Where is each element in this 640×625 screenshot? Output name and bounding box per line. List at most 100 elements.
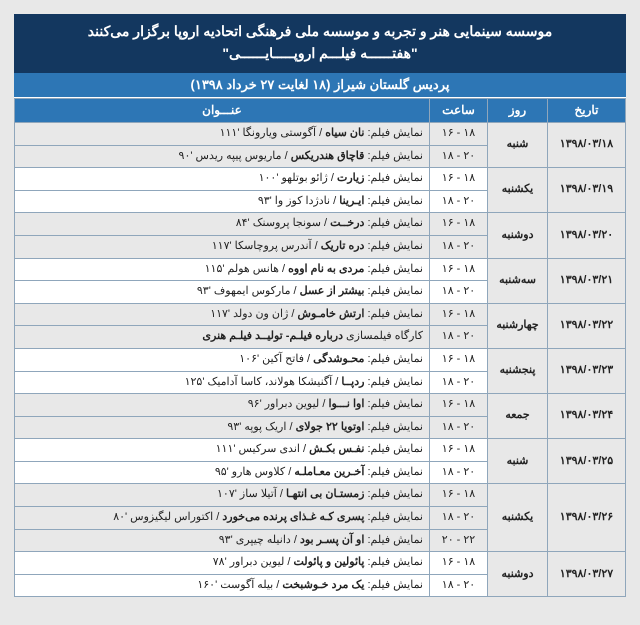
table-row: ۱۳۹۸/۰۳/۲۲چهارشنبه۱۶ - ۱۸نمایش فیلم: ارت… (15, 303, 626, 326)
cell-title: نمایش فیلم: نان سیاه / آگوستی ویارونگا '… (15, 122, 430, 145)
title-tail: / لیوین دبراور '۷۸ (213, 556, 294, 568)
title-film: یک مرد خـوشبخت (282, 579, 364, 591)
cell-day: سه‌شنبه (488, 258, 548, 303)
cell-time: ۱۸ - ۲۰ (430, 190, 488, 213)
title-tail: / کلاوس هارو '۹۵ (215, 466, 295, 478)
title-lead: نمایش فیلم: (364, 263, 423, 275)
title-lead: نمایش فیلم: (364, 240, 423, 252)
title-film: آخـرین معـاملـه (294, 466, 364, 478)
cell-title: نمایش فیلم: نفـس بکـش / اندی سرکیس '۱۱۱ (15, 439, 430, 462)
title-tail: / هانس هولم '۱۱۵ (205, 263, 289, 275)
cell-title: نمایش فیلم: ارتش خامـوش / ژان ون دولد '۱… (15, 303, 430, 326)
cell-time: ۱۶ - ۱۸ (430, 394, 488, 417)
cell-time: ۱۶ - ۱۸ (430, 552, 488, 575)
title-tail: / ژان ون دولد '۱۱۷ (210, 308, 297, 320)
cell-title: نمایش فیلم: ردپــا / آگنیشکا هولاند، کاس… (15, 371, 430, 394)
title-tail: / آگوستی ویارونگا '۱۱۱ (220, 127, 326, 139)
cell-time: ۱۶ - ۱۸ (430, 122, 488, 145)
cell-time: ۱۶ - ۱۸ (430, 213, 488, 236)
cell-title: نمایش فیلم: آخـرین معـاملـه / کلاوس هارو… (15, 461, 430, 484)
cell-date: ۱۳۹۸/۰۳/۲۱ (548, 258, 626, 303)
cell-date: ۱۳۹۸/۰۳/۱۸ (548, 122, 626, 167)
table-row: ۱۳۹۸/۰۳/۲۵شنبه۱۶ - ۱۸نمایش فیلم: نفـس بک… (15, 439, 626, 462)
title-tail: / فاتح آکین '۱۰۶ (239, 353, 313, 365)
title-lead: نمایش فیلم: (364, 421, 423, 433)
cell-time: ۱۸ - ۲۰ (430, 281, 488, 304)
title-lead: نمایش فیلم: (364, 217, 423, 229)
cell-time: ۱۸ - ۲۰ (430, 235, 488, 258)
cell-time: ۱۶ - ۱۸ (430, 439, 488, 462)
cell-title: نمایش فیلم: یک مرد خـوشبخت / بیله آگوست … (15, 574, 430, 597)
cell-time: ۱۸ - ۲۰ (430, 574, 488, 597)
cell-time: ۱۸ - ۲۰ (430, 461, 488, 484)
cell-time: ۱۸ - ۲۰ (430, 326, 488, 349)
title-tail: / بیله آگوست '۱۶۰ (197, 579, 282, 591)
cell-title: نمایش فیلم: زمستـان بی انتهـا / آتیلا سا… (15, 484, 430, 507)
cell-time: ۱۶ - ۱۸ (430, 484, 488, 507)
cell-title: کارگاه فیلمسازی درباره فیلـم- تولیــد فی… (15, 326, 430, 349)
title-film: دره تاریک (321, 240, 365, 252)
cell-day: شنبه (488, 122, 548, 167)
cell-time: ۲۰ - ۲۲ (430, 529, 488, 552)
cell-date: ۱۳۹۸/۰۳/۲۷ (548, 552, 626, 597)
title-lead: نمایش فیلم: (364, 308, 423, 320)
title-film: نان سیاه (325, 127, 364, 139)
table-row: ۱۳۹۸/۰۳/۲۳پنجشنبه۱۶ - ۱۸نمایش فیلم: محـو… (15, 348, 626, 371)
title-tail: / آگنیشکا هولاند، کاسا آدامیک '۱۲۵ (185, 376, 342, 388)
title-tail: / سونجا پروسنک '۸۴ (236, 217, 330, 229)
cell-time: ۱۸ - ۲۰ (430, 507, 488, 530)
schedule-table: تاریخ روز ساعت عنـــوان ۱۳۹۸/۰۳/۱۸شنبه۱۶… (14, 98, 626, 598)
table-row: ۱۳۹۸/۰۳/۲۰دوشنبه۱۶ - ۱۸نمایش فیلم: درخــ… (15, 213, 626, 236)
cell-day: چهارشنبه (488, 303, 548, 348)
title-film: اوا نـــوا (328, 398, 364, 410)
cell-title: نمایش فیلم: زیارت / ژائو بوتلهو '۱۰۰ (15, 168, 430, 191)
table-row: ۱۳۹۸/۰۳/۱۸شنبه۱۶ - ۱۸نمایش فیلم: نان سیا… (15, 122, 626, 145)
banner-line-1: موسسه سینمایی هنر و تجربه و موسسه ملی فر… (22, 20, 618, 42)
title-film: مردی به نام اووه (288, 263, 364, 275)
cell-time: ۱۸ - ۲۰ (430, 416, 488, 439)
cell-time: ۱۶ - ۱۸ (430, 258, 488, 281)
title-tail: / دانیله چیپری '۹۳ (219, 534, 300, 546)
col-date: تاریخ (548, 98, 626, 122)
title-film: درباره فیلـم- تولیــد فیلـم هنری (202, 330, 343, 342)
cell-date: ۱۳۹۸/۰۳/۲۰ (548, 213, 626, 258)
title-lead: نمایش فیلم: (364, 353, 423, 365)
title-film: نفـس بکـش (309, 443, 364, 455)
table-row: ۱۳۹۸/۰۳/۲۴جمعه۱۶ - ۱۸نمایش فیلم: اوا نــ… (15, 394, 626, 417)
title-film: محـوشدگی (313, 353, 364, 365)
cell-day: یکشنبه (488, 168, 548, 213)
header-row: تاریخ روز ساعت عنـــوان (15, 98, 626, 122)
cell-title: نمایش فیلم: پائولین و پائولت / لیوین دبر… (15, 552, 430, 575)
title-film: قاچاق هندریکس (291, 150, 365, 162)
title-tail: / لیوین دبراور '۹۶ (248, 398, 329, 410)
table-row: ۱۳۹۸/۰۳/۲۱سه‌شنبه۱۶ - ۱۸نمایش فیلم: مردی… (15, 258, 626, 281)
cell-title: نمایش فیلم: اوا نـــوا / لیوین دبراور '۹… (15, 394, 430, 417)
title-tail: / اریک پوپه '۹۳ (227, 421, 295, 433)
title-film: او آن پسـر بود (300, 534, 364, 546)
schedule-body: ۱۳۹۸/۰۳/۱۸شنبه۱۶ - ۱۸نمایش فیلم: نان سیا… (15, 122, 626, 596)
title-film: زیارت (337, 172, 364, 184)
cell-day: پنجشنبه (488, 348, 548, 393)
cell-date: ۱۳۹۸/۰۳/۲۵ (548, 439, 626, 484)
title-film: پائولین و پائولت (293, 556, 364, 568)
cell-title: نمایش فیلم: درخــت / سونجا پروسنک '۸۴ (15, 213, 430, 236)
title-lead: نمایش فیلم: (364, 443, 423, 455)
title-lead: نمایش فیلم: (364, 579, 423, 591)
cell-title: نمایش فیلم: اوتویا ۲۲ جولای / اریک پوپه … (15, 416, 430, 439)
title-tail: / مارکوس ایمهوف '۹۳ (197, 285, 300, 297)
col-title: عنـــوان (15, 98, 430, 122)
title-lead: نمایش فیلم: (364, 466, 423, 478)
table-row: ۱۳۹۸/۰۳/۲۷دوشنبه۱۶ - ۱۸نمایش فیلم: پائول… (15, 552, 626, 575)
cell-title: نمایش فیلم: مردی به نام اووه / هانس هولم… (15, 258, 430, 281)
title-lead: نمایش فیلم: (364, 534, 423, 546)
title-tail: / ماریوس پیپه ریدس '۹۰ (179, 150, 291, 162)
title-tail: / ژائو بوتلهو '۱۰۰ (259, 172, 337, 184)
title-lead: نمایش فیلم: (364, 285, 423, 297)
title-film: ارتش خامـوش (298, 308, 365, 320)
title-tail: / آندرس پروچاسکا '۱۱۷ (212, 240, 321, 252)
subheader: پردیس گلستان شیراز (۱۸ لغایت ۲۷ خرداد ۱۳… (14, 73, 626, 98)
cell-time: ۱۸ - ۲۰ (430, 145, 488, 168)
table-row: ۱۳۹۸/۰۳/۱۹یکشنبه۱۶ - ۱۸نمایش فیلم: زیارت… (15, 168, 626, 191)
cell-date: ۱۳۹۸/۰۳/۲۶ (548, 484, 626, 552)
title-film: اوتویا ۲۲ جولای (296, 421, 365, 433)
